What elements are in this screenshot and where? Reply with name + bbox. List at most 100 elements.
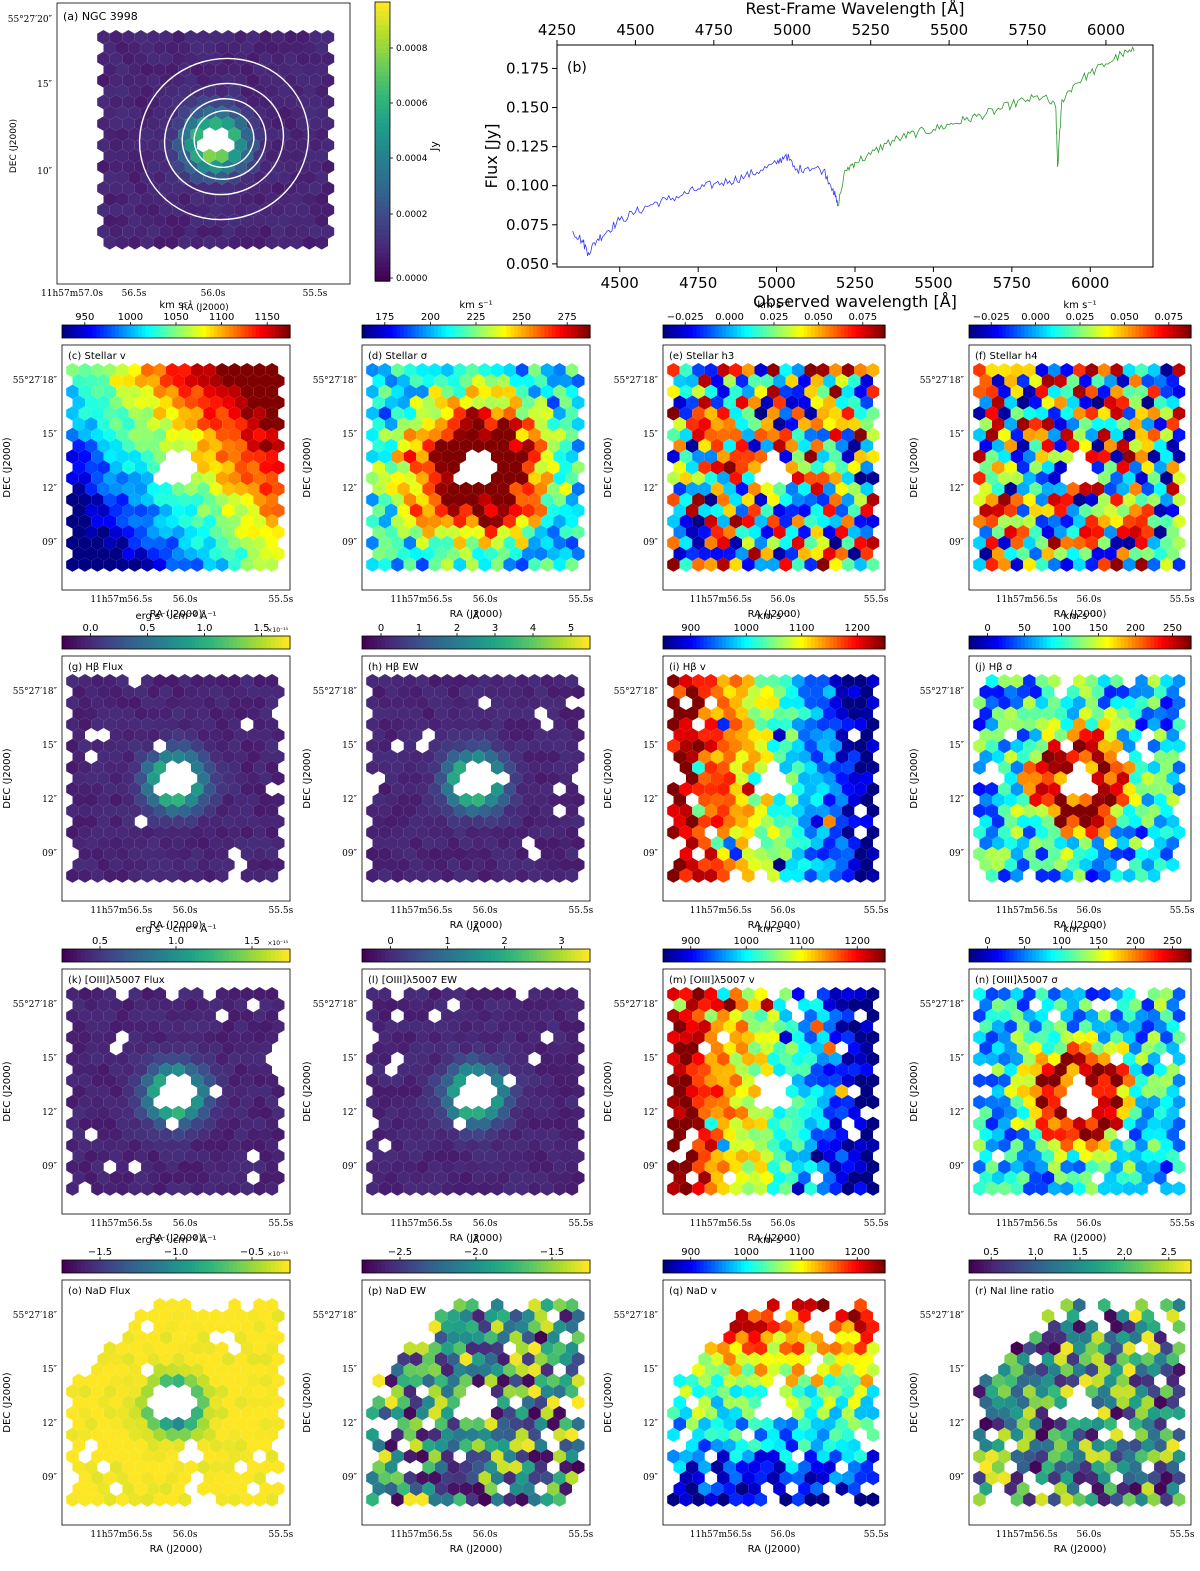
colorbar-segment bbox=[514, 636, 518, 649]
colorbar-segment bbox=[218, 949, 222, 962]
colorbar-segment bbox=[396, 949, 400, 962]
colorbar-segment bbox=[434, 636, 438, 649]
colorbar-segment bbox=[229, 325, 233, 338]
colorbar-segment bbox=[744, 949, 748, 962]
colorbar-segment bbox=[453, 325, 457, 338]
colorbar-segment bbox=[863, 949, 867, 962]
colorbar-segment bbox=[796, 636, 800, 649]
colorbar-segment bbox=[529, 325, 533, 338]
colorbar-segment bbox=[563, 949, 567, 962]
colorbar-segment bbox=[1025, 949, 1029, 962]
colorbar-segment bbox=[375, 267, 390, 272]
colorbar-segment bbox=[503, 636, 507, 649]
colorbar-segment bbox=[267, 325, 271, 338]
colorbar-tick-label: 900 bbox=[681, 936, 700, 947]
colorbar-segment bbox=[506, 636, 510, 649]
colorbar-segment bbox=[737, 636, 741, 649]
colorbar-segment bbox=[1006, 636, 1010, 649]
colorbar-segment bbox=[995, 636, 999, 649]
colorbar-segment bbox=[241, 325, 245, 338]
colorbar-segment bbox=[874, 949, 878, 962]
y-axis-label: DEC (J2000) bbox=[603, 748, 614, 808]
colorbar-segment bbox=[693, 325, 697, 338]
colorbar-segment bbox=[172, 636, 176, 649]
colorbar-segment bbox=[785, 636, 789, 649]
colorbar-segment bbox=[1136, 325, 1140, 338]
y-tick-label: 55°27′18″ bbox=[13, 687, 58, 697]
y-tick-label: 10″ bbox=[37, 167, 52, 177]
colorbar-segment bbox=[1139, 636, 1143, 649]
y-axis-label: DEC (J2000) bbox=[2, 437, 13, 497]
x-tick-label: 56.0s bbox=[173, 1219, 198, 1229]
colorbar-segment bbox=[375, 16, 390, 21]
colorbar-segment bbox=[430, 949, 434, 962]
colorbar-segment bbox=[438, 325, 442, 338]
x-tick-label: 55.5s bbox=[864, 595, 889, 605]
colorbar-segment bbox=[123, 949, 127, 962]
colorbar-tick-label: 3 bbox=[492, 623, 498, 634]
y-tick-label: 09″ bbox=[643, 849, 658, 859]
colorbar-segment bbox=[1102, 636, 1106, 649]
colorbar-segment bbox=[130, 949, 134, 962]
colorbar-segment bbox=[233, 949, 237, 962]
colorbar-segment bbox=[187, 325, 191, 338]
colorbar-segment bbox=[134, 325, 138, 338]
colorbar-segment bbox=[781, 636, 785, 649]
colorbar-segment bbox=[375, 128, 390, 133]
colorbar-tick-label: 0.050 bbox=[1110, 312, 1139, 323]
colorbar-segment bbox=[1128, 636, 1132, 649]
colorbar-segment bbox=[375, 179, 390, 184]
colorbar-segment bbox=[214, 949, 218, 962]
colorbar-segment bbox=[375, 63, 390, 68]
colorbar-segment bbox=[89, 949, 93, 962]
colorbar-segment bbox=[833, 636, 837, 649]
colorbar-segment bbox=[461, 636, 465, 649]
colorbar-segment bbox=[682, 325, 686, 338]
colorbar-segment bbox=[138, 325, 142, 338]
y-tick-label: 12″ bbox=[342, 484, 357, 494]
colorbar-segment bbox=[1117, 636, 1121, 649]
colorbar-segment bbox=[248, 636, 252, 649]
colorbar-segment bbox=[663, 636, 667, 649]
colorbar-segment bbox=[233, 325, 237, 338]
colorbar-segment bbox=[804, 636, 808, 649]
colorbar-segment bbox=[115, 949, 119, 962]
colorbar-segment bbox=[62, 636, 66, 649]
colorbar-segment bbox=[707, 325, 711, 338]
colorbar-segment bbox=[1169, 325, 1173, 338]
colorbar-segment bbox=[375, 53, 390, 58]
colorbar-segment bbox=[685, 949, 689, 962]
colorbar-segment bbox=[1176, 949, 1180, 962]
colorbar-segment bbox=[525, 325, 529, 338]
colorbar-segment bbox=[66, 949, 70, 962]
colorbar-segment bbox=[804, 949, 808, 962]
colorbar-segment bbox=[1110, 949, 1114, 962]
colorbar-segment bbox=[722, 949, 726, 962]
colorbar-tick-label: 1.0 bbox=[168, 936, 184, 947]
colorbar-tick-label: 0.075 bbox=[848, 312, 877, 323]
colorbar-segment bbox=[1117, 949, 1121, 962]
colorbar-segment bbox=[415, 636, 419, 649]
colorbar-segment bbox=[168, 636, 172, 649]
colorbar-tick-label: 0.0000 bbox=[396, 274, 428, 284]
colorbar-segment bbox=[375, 188, 390, 193]
colorbar-segment bbox=[726, 325, 730, 338]
y-tick-label: 12″ bbox=[643, 1108, 658, 1118]
colorbar-segment bbox=[108, 325, 112, 338]
colorbar-segment bbox=[741, 325, 745, 338]
colorbar-segment bbox=[579, 636, 583, 649]
colorbar-segment bbox=[442, 325, 446, 338]
colorbar-segment bbox=[66, 325, 70, 338]
colorbar-segment bbox=[778, 325, 782, 338]
colorbar-segment bbox=[396, 636, 400, 649]
colorbar-segment bbox=[980, 325, 984, 338]
colorbar-tick-label: 50 bbox=[1018, 623, 1031, 634]
colorbar-segment bbox=[366, 636, 370, 649]
colorbar-segment bbox=[370, 949, 374, 962]
colorbar-segment bbox=[161, 949, 165, 962]
colorbar-segment bbox=[1039, 636, 1043, 649]
colorbar-segment bbox=[1084, 325, 1088, 338]
